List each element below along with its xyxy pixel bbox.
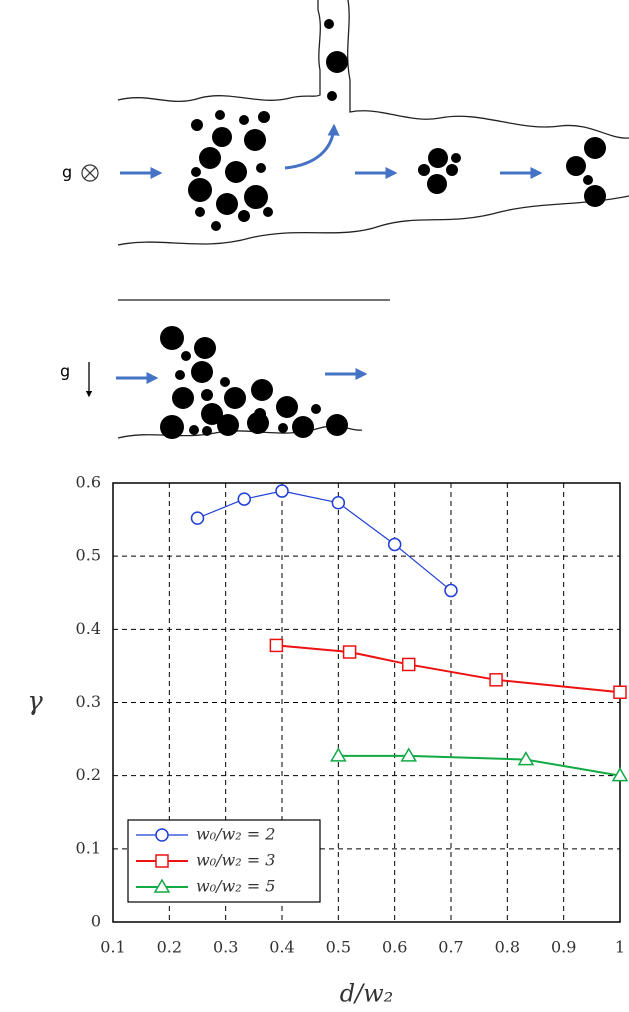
diagram-bottom: g	[60, 299, 390, 439]
marker	[190, 511, 205, 525]
plot-frame	[112, 482, 621, 923]
diagram-top: g	[62, 0, 629, 246]
legend-label: w₀/w₂ = 2	[196, 825, 275, 844]
chart: 0 0.1 0.2 0.3 0.4 0.5 0.6 0.1 0.2 0.3 0.4 0.5 0.6 0.7…	[27, 473, 629, 1008]
series-line	[276, 644, 621, 694]
y-tick-label: 0.2	[76, 765, 101, 784]
gravity-label: g	[60, 362, 70, 381]
particles	[188, 19, 606, 231]
x-axis-label: d/w₂	[340, 980, 394, 1008]
series-line	[338, 754, 621, 777]
marker	[400, 747, 418, 762]
x-tick-label: 0.3	[213, 938, 238, 957]
x-tick-label: 0.1	[100, 938, 125, 957]
gravity-symbol	[83, 166, 97, 180]
particles	[160, 326, 348, 439]
marker	[275, 484, 289, 498]
y-axis-label: γ	[27, 687, 43, 717]
x-tick-label: 0.6	[382, 938, 407, 957]
marker	[444, 583, 458, 598]
x-tick-label: 1	[615, 938, 625, 957]
marker	[489, 673, 503, 687]
marker	[387, 537, 402, 552]
y-tick-label: 0.1	[76, 838, 101, 857]
gravity-symbol	[81, 164, 99, 182]
marker	[237, 492, 252, 506]
y-tick-label: 0.3	[76, 692, 101, 711]
gravity-label: g	[62, 163, 72, 182]
marker	[342, 645, 357, 659]
legend: w₀/w₂ = 2 w₀/w₂ = 3 w₀/w₂ = 5	[127, 819, 321, 903]
legend-label: w₀/w₂ = 5	[196, 877, 275, 896]
y-tick-label: 0.5	[76, 546, 101, 565]
channel-wall	[117, 425, 363, 439]
legend-marker	[155, 828, 169, 842]
marker	[517, 751, 535, 766]
series-line	[197, 490, 452, 592]
x-tick-label: 0.7	[438, 938, 463, 957]
x-tick-label: 0.9	[551, 938, 576, 957]
marker	[269, 638, 284, 653]
legend-label: w₀/w₂ = 3	[196, 851, 275, 870]
flow-arrow	[284, 123, 340, 170]
channel-wall	[117, 195, 629, 246]
legend-marker	[155, 854, 169, 868]
y-tick-label: 0.6	[76, 473, 101, 492]
x-tick-label: 0.2	[157, 938, 182, 957]
y-tick-label: 0.4	[76, 619, 101, 638]
marker	[613, 685, 627, 700]
y-tick-label: 0	[91, 912, 101, 931]
channel-wall	[117, 0, 321, 102]
legend-marker	[153, 878, 171, 893]
marker	[402, 657, 416, 672]
marker	[331, 496, 346, 510]
x-tick-label: 0.8	[495, 938, 520, 957]
marker	[330, 747, 347, 762]
x-tick-label: 0.5	[326, 938, 351, 957]
marker	[611, 767, 629, 782]
channel-wall	[347, 0, 629, 139]
x-tick-label: 0.4	[269, 938, 294, 957]
